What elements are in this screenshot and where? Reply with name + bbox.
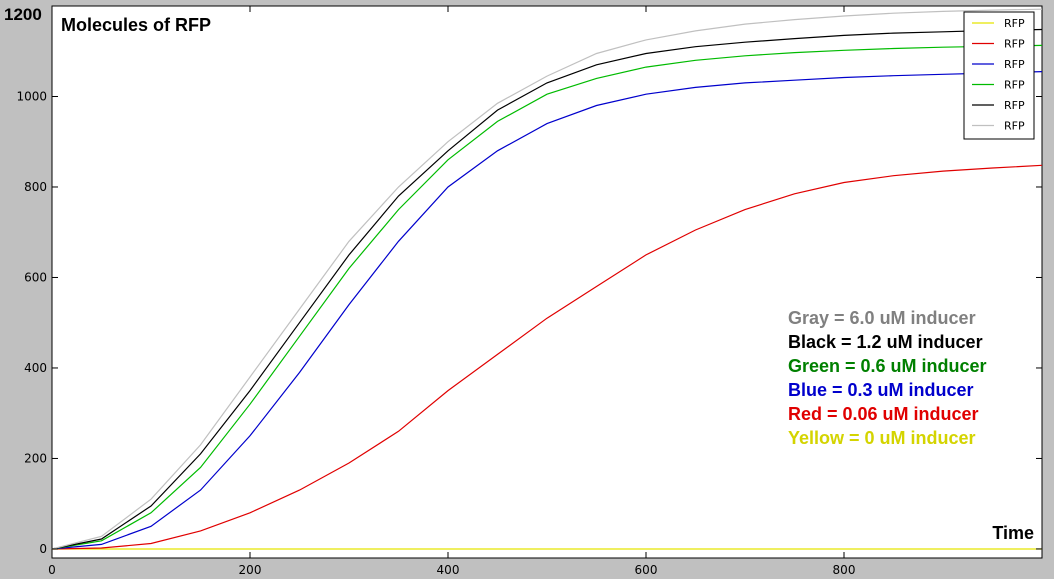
annotation-5: Yellow = 0 uM inducer [788, 428, 976, 448]
series-line-4 [51, 28, 1043, 550]
annotation-3: Blue = 0.3 uM inducer [788, 380, 974, 400]
y-tick-label: 400 [24, 361, 47, 375]
legend-entry-4: RFP [1004, 99, 1025, 112]
y-tick-label: 800 [24, 180, 47, 194]
x-tick-label: 800 [833, 563, 856, 577]
legend-entry-2: RFP [1004, 58, 1025, 71]
x-tick-label: 400 [437, 563, 460, 577]
series-line-3 [51, 44, 1043, 550]
annotation-4: Red = 0.06 uM inducer [788, 404, 979, 424]
legend-entry-1: RFP [1004, 38, 1025, 51]
y-tick-label: 0 [39, 542, 47, 556]
x-axis-label: Time [992, 523, 1034, 543]
x-tick-label: 0 [48, 563, 56, 577]
series-line-1 [51, 164, 1043, 550]
y-tick-label: 200 [24, 451, 47, 465]
chart-title: Molecules of RFP [61, 15, 211, 35]
x-tick-label: 200 [239, 563, 262, 577]
legend-entry-3: RFP [1004, 79, 1025, 92]
plot-area [51, 5, 1043, 559]
annotation-0: Gray = 6.0 uM inducer [788, 308, 976, 328]
series-line-5 [51, 8, 1043, 550]
ticks-layer: 0 200 400 600 800 0 200 400 600 800 1000 1200 [4, 5, 1042, 577]
y-tick-label-top: 1200 [4, 5, 42, 24]
annotation-2: Green = 0.6 uM inducer [788, 356, 987, 376]
annotation-1: Black = 1.2 uM inducer [788, 332, 983, 352]
legend: RFP RFP RFP RFP RFP RFP [963, 11, 1035, 140]
series-line-2 [51, 71, 1043, 550]
inducer-annotations: Gray = 6.0 uM inducer Black = 1.2 uM indu… [788, 308, 987, 448]
legend-entry-5: RFP [1004, 120, 1025, 133]
y-tick-label: 600 [24, 270, 47, 284]
series-layer [51, 8, 1043, 550]
y-tick-label: 1000 [16, 89, 47, 103]
x-tick-label: 600 [635, 563, 658, 577]
legend-entry-0: RFP [1004, 17, 1025, 30]
legend-box [963, 11, 1035, 140]
